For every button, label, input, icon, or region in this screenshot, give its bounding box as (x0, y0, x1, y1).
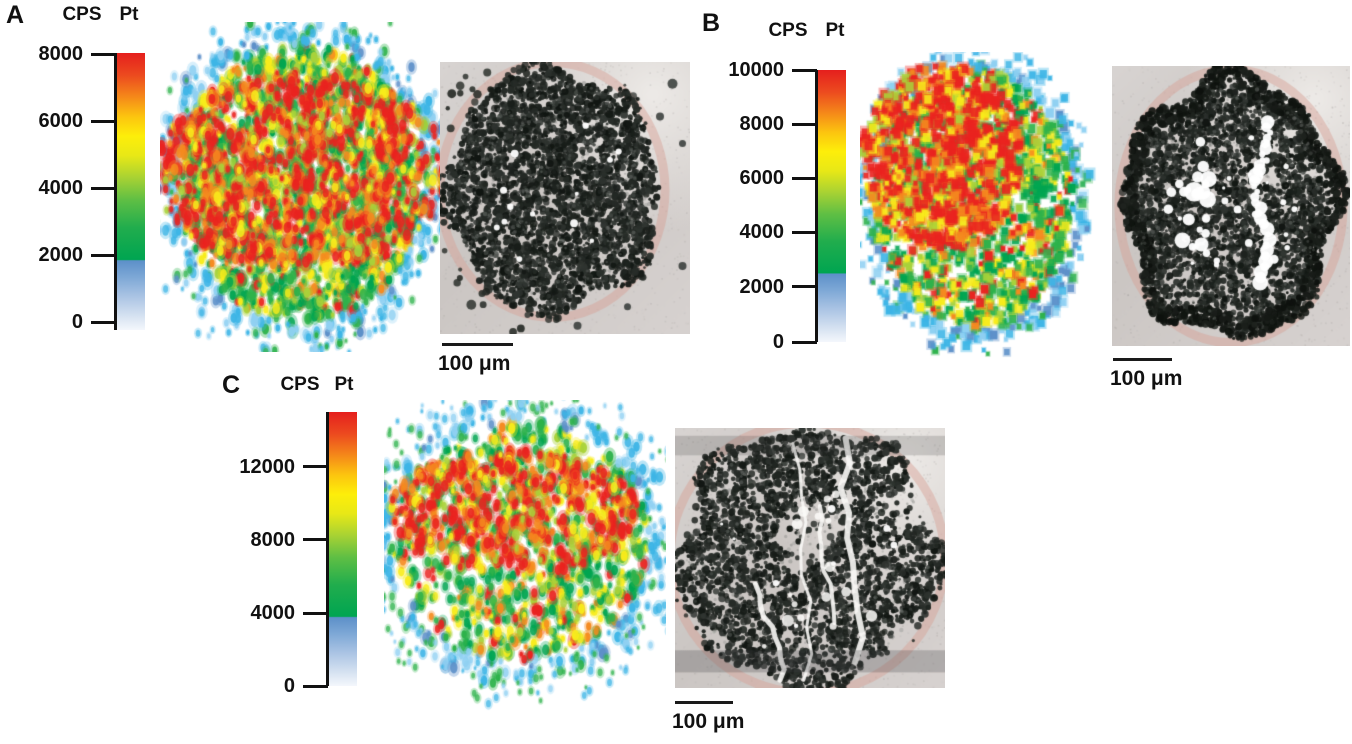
colorbar-tick-mark (91, 253, 116, 257)
colorbar-tick-mark (792, 122, 817, 126)
colorbar-tick-mark (792, 68, 817, 72)
colorbar-tick-mark (91, 186, 116, 190)
colorbar-tick-mark (792, 230, 817, 234)
colorbar-tick-label: 12000 (239, 455, 295, 478)
micrograph-b (1112, 66, 1350, 346)
colorbar-c-gradient (326, 412, 357, 686)
panel-b-letter: B (702, 9, 721, 37)
colorbar-tick-label: 8000 (739, 113, 785, 136)
pt-map-b (860, 52, 1102, 358)
colorbar-tick-mark (792, 340, 817, 344)
colorbar-b-unit-label: CPS (768, 20, 808, 41)
colorbar-tick-mark (91, 119, 116, 123)
colorbar-tick-mark (303, 465, 328, 469)
colorbar-tick-mark (91, 52, 116, 56)
panel-c-letter: C (222, 371, 241, 399)
colorbar-c-analyte-label: Pt (334, 374, 354, 395)
micrograph-a (440, 62, 690, 334)
colorbar-a-gradient (114, 53, 145, 330)
colorbar-b-gradient (815, 70, 846, 342)
colorbar-tick-label: 8000 (38, 43, 84, 66)
scalebar-label-b: 100 μm (1110, 367, 1183, 390)
colorbar-tick-mark (792, 176, 817, 180)
scalebar-line-c (675, 701, 733, 704)
colorbar-tick-mark (303, 684, 328, 688)
colorbar-b: 10000 8000 6000 4000 2000 0 (692, 59, 846, 353)
colorbar-tick-mark (792, 285, 817, 288)
colorbar-tick-label: 8000 (250, 528, 296, 551)
colorbar-a: 8000 6000 4000 2000 0 (20, 43, 145, 333)
colorbar-tick-label: 0 (283, 675, 295, 697)
colorbar-tick-label: 0 (772, 331, 784, 353)
colorbar-tick-mark (91, 320, 116, 324)
colorbar-tick-label: 4000 (38, 177, 84, 200)
pt-map-a (160, 22, 442, 352)
colorbar-tick-label: 0 (71, 311, 83, 334)
micrograph-c (675, 428, 945, 688)
colorbar-tick-label: 6000 (38, 110, 84, 133)
scalebar-line-b (1113, 358, 1172, 361)
colorbar-b-analyte-label: Pt (825, 20, 845, 41)
scalebar-line-a (442, 343, 513, 346)
scalebar-label-c: 100 μm (672, 710, 745, 733)
scalebar-label-a: 100 μm (438, 352, 511, 375)
panel-a-letter: A (6, 1, 25, 29)
colorbar-tick-label: 4000 (250, 602, 296, 625)
colorbar-tick-label: 10000 (728, 59, 784, 81)
colorbar-tick-label: 2000 (739, 275, 785, 298)
colorbar-tick-label: 2000 (38, 244, 84, 267)
colorbar-tick-mark (303, 538, 328, 542)
colorbar-tick-mark (303, 611, 328, 615)
colorbar-c-unit-label: CPS (280, 374, 320, 395)
colorbar-tick-label: 4000 (739, 221, 785, 244)
pt-map-c (384, 400, 666, 712)
colorbar-a-analyte-label: Pt (119, 4, 139, 25)
colorbar-a-unit-label: CPS (62, 4, 102, 25)
colorbar-c: 12000 8000 4000 0 (230, 412, 357, 697)
colorbar-tick-label: 6000 (739, 167, 785, 190)
